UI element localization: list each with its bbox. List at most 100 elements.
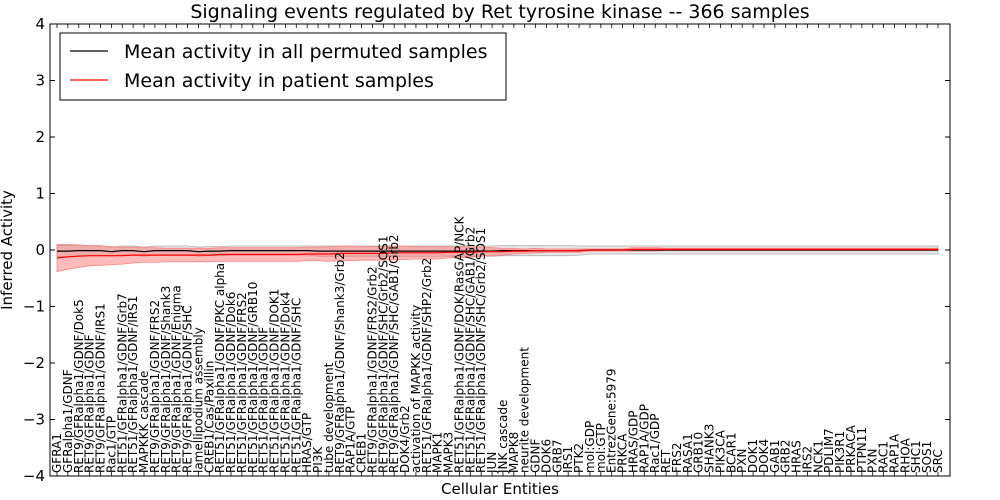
category-label: PXN bbox=[866, 449, 880, 473]
category-label: SHANK3 bbox=[703, 424, 717, 473]
category-label: PDLIM7 bbox=[822, 428, 836, 473]
category-label: RET51/GFRalpha1/GDNF/SHC/GAB1/Grb2 bbox=[463, 227, 477, 473]
category-label: SHC1 bbox=[909, 440, 923, 473]
category-label: DOK4 bbox=[757, 439, 771, 473]
category-label: IRS2 bbox=[801, 446, 815, 473]
category-label: PIK3CA bbox=[714, 429, 728, 473]
confidence-bands bbox=[56, 243, 939, 272]
band-series-1 bbox=[56, 243, 939, 272]
y-tick-label: 4 bbox=[35, 15, 45, 33]
category-label: mol:GDP bbox=[583, 421, 597, 473]
category-label: activation of MAPKK activity bbox=[409, 305, 423, 473]
category-label: PI3K bbox=[311, 446, 325, 473]
category-label: RET9/GFRalpha1/GDNF/SHC/GAB1/Grb2 bbox=[387, 234, 401, 473]
category-label: FRS2 bbox=[670, 443, 684, 474]
category-label: GRB7 bbox=[550, 439, 564, 473]
series-lines bbox=[56, 248, 938, 259]
category-label: MAPK8 bbox=[507, 432, 521, 473]
legend-label-permuted: Mean activity in all permuted samples bbox=[124, 41, 487, 63]
category-label: JNK cascade bbox=[496, 400, 510, 474]
category-label: PRKCA bbox=[616, 433, 630, 473]
x-axis-ticks bbox=[56, 24, 939, 476]
y-tick-label: 1 bbox=[35, 185, 45, 203]
category-label: PXN bbox=[735, 449, 749, 473]
category-label: RET51/GFRalpha1/GDNF/IRS1 bbox=[126, 296, 140, 473]
category-label: GFRalpha1/GDNF bbox=[61, 369, 75, 473]
category-label: RET51/GFRalpha1/GDNF/Grb7 bbox=[115, 293, 129, 473]
category-label: CREB1 bbox=[355, 433, 369, 473]
category-label: GAB1 bbox=[768, 440, 782, 473]
category-label: RET51/GFRalpha1/GDNF/DOK1 bbox=[268, 289, 282, 473]
chart-title: Signaling events regulated by Ret tyrosi… bbox=[190, 1, 809, 23]
category-label: SRC bbox=[931, 449, 945, 473]
category-label: HRAS/GDP bbox=[627, 410, 641, 473]
category-label: RET9/GFRalpha1/GDNF/Enigma bbox=[170, 285, 184, 473]
category-label: RET9/GFRalpha1/GDNF/FRS2 bbox=[148, 300, 162, 473]
line-series-1 bbox=[56, 248, 938, 259]
category-label: RET bbox=[659, 449, 673, 473]
category-label: DOK4/Grb2 bbox=[398, 405, 412, 473]
category-label: RET9/GFRalpha1/GDNF/IRS1 bbox=[94, 303, 108, 473]
category-label: PTPN11 bbox=[855, 427, 869, 473]
category-label: MAPK3 bbox=[442, 432, 456, 473]
legend: Mean activity in all permuted samples Me… bbox=[59, 32, 507, 101]
category-label: RET9/GFRalpha1/GDNF/SHC bbox=[181, 305, 195, 473]
y-tick-label: 2 bbox=[35, 128, 45, 146]
category-label: MAPK1 bbox=[431, 432, 445, 473]
category-label: RET51/GFRalpha1/GDNF bbox=[257, 327, 271, 473]
category-label: RET9/GFRalpha1/GDNF bbox=[83, 334, 97, 473]
category-label: neurite development bbox=[518, 347, 532, 473]
category-label: lamellipodium assembly bbox=[191, 327, 205, 473]
category-label: PRKACA bbox=[844, 424, 858, 473]
category-label: RET9/GFRalpha1/GDNF/Dok5 bbox=[72, 299, 86, 473]
y-axis-ticks: −4 −3 −2 −1 0 1 2 3 4 bbox=[23, 15, 950, 485]
category-label: RET51/GFRalpha1/GDNF/SHC/Grb2/SOS1 bbox=[474, 228, 488, 473]
category-label: RAP1A/GTP bbox=[344, 406, 358, 473]
category-label: IRS1 bbox=[561, 446, 575, 473]
category-label: RAC1 bbox=[877, 441, 891, 473]
category-label: MAPKKK cascade bbox=[137, 371, 151, 473]
y-tick-label: 0 bbox=[35, 241, 45, 259]
legend-box bbox=[59, 32, 507, 101]
category-label: RAP1A bbox=[888, 433, 902, 473]
category-label: DOK1 bbox=[746, 439, 760, 473]
y-axis-label: Inferred Activity bbox=[0, 190, 16, 310]
category-label: HRAS/GTP bbox=[300, 413, 314, 473]
category-label: RET51/GFRalpha1/GDNF/Dok4 bbox=[278, 292, 292, 473]
category-label: RET9/GFRalpha1/GDNF/FRS2/Grb2 bbox=[365, 266, 379, 473]
category-label: RET9/GFRalpha1/GDNF/SHC/Grb2/SOS1 bbox=[376, 235, 390, 473]
y-tick-label: 3 bbox=[35, 72, 45, 90]
y-tick-label: −3 bbox=[23, 411, 45, 429]
category-label: tube development bbox=[322, 362, 336, 473]
category-label: RAP1A/GDP bbox=[637, 404, 651, 473]
category-label: JUN bbox=[485, 452, 499, 474]
category-label: RET9/GFRalpha1/GDNF/Shank3/Grb2 bbox=[333, 252, 347, 473]
category-label: RHOA bbox=[898, 437, 912, 473]
category-label: RET51/GFRalpha1/GDNF/FRS2 bbox=[235, 292, 249, 473]
category-labels: GFRA1GFRalpha1/GDNFRET9/GFRalpha1/GDNF/D… bbox=[50, 215, 945, 474]
category-label: DOK6 bbox=[539, 439, 553, 473]
category-label: GFRA1 bbox=[50, 433, 64, 473]
category-label: Rac1/GTP bbox=[104, 416, 118, 473]
category-label: RET9/GFRalpha1/GDNF/Shank3 bbox=[159, 286, 173, 473]
category-label: PTK2 bbox=[572, 443, 586, 473]
legend-label-patient: Mean activity in patient samples bbox=[124, 70, 434, 92]
category-label: RET51/GFRalpha1/GDNF/DOK/RasGAP/NCK bbox=[452, 215, 466, 473]
category-label: SOS1 bbox=[920, 441, 934, 473]
x-axis-label: Cellular Entities bbox=[441, 480, 559, 498]
category-label: NCK1 bbox=[811, 440, 825, 473]
y-tick-label: −4 bbox=[23, 467, 45, 485]
category-label: RET51/GFRalpha1/GDNF/SHC bbox=[289, 298, 303, 473]
category-label: EntrezGene:5979 bbox=[605, 369, 619, 474]
category-label: mol:GTP bbox=[594, 423, 608, 473]
category-label: GRB10 bbox=[692, 432, 706, 473]
y-tick-label: −2 bbox=[23, 354, 45, 372]
category-label: GDNF bbox=[529, 438, 543, 473]
category-label: RET51/GFRalpha1/GDNF/PKC alpha bbox=[213, 263, 227, 473]
category-label: GRB2 bbox=[779, 439, 793, 473]
category-label: RET51/GFRalpha1/GDNF/SHP2/Grb2 bbox=[420, 258, 434, 473]
category-label: RET51/GFRalpha1/GDNF/GRB10 bbox=[246, 282, 260, 473]
category-label: RASA1 bbox=[681, 433, 695, 473]
category-label: HRAS bbox=[790, 440, 804, 473]
